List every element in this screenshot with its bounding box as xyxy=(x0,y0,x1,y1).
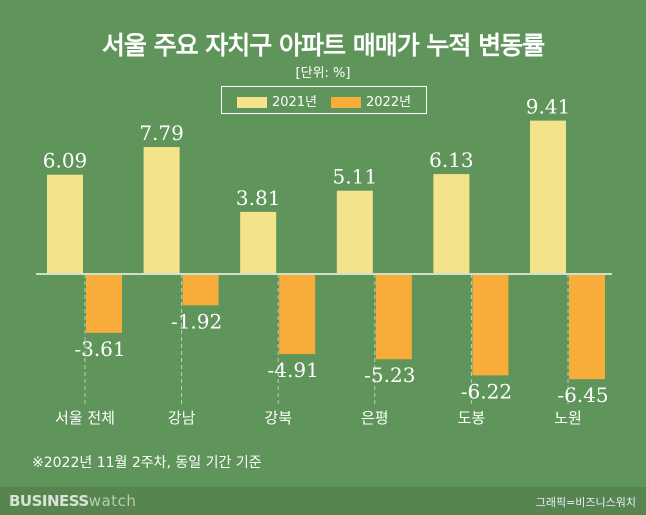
legend-swatch xyxy=(236,96,267,108)
data-label-2021: 9.41 xyxy=(526,95,571,119)
footnote: ※2022년 11월 2주차, 동일 기간 기준 xyxy=(32,455,262,471)
category-label: 강북 xyxy=(264,409,292,427)
legend-swatch xyxy=(331,96,361,108)
unit-label: [단위: %] xyxy=(295,66,351,81)
category-label: 서울 전체 xyxy=(55,409,115,427)
bar-2021 xyxy=(433,174,470,274)
chart-title: 서울 주요 자치구 아파트 매매가 누적 변동률 xyxy=(101,31,545,60)
category-label: 강남 xyxy=(168,409,196,427)
data-label-2021: 5.11 xyxy=(333,165,378,189)
bar-2021 xyxy=(240,211,277,274)
legend-item-2021: 2021년 xyxy=(236,91,317,110)
bar-2021 xyxy=(336,190,373,274)
data-label-2022: -1.92 xyxy=(171,309,222,333)
bar-2021 xyxy=(47,174,83,274)
category-label: 은평 xyxy=(361,409,389,427)
bar-2021 xyxy=(530,120,566,274)
bar-2022 xyxy=(569,274,605,380)
bar-2022 xyxy=(279,274,316,355)
data-label-2021: 6.09 xyxy=(43,149,88,173)
bar-2022 xyxy=(86,274,122,333)
data-label-2022: -6.45 xyxy=(557,383,608,407)
data-label-2022: -6.22 xyxy=(461,379,512,403)
data-label-2021: 7.79 xyxy=(139,121,184,145)
footer: BUSINESSwatch 그래픽=비즈니스워치 xyxy=(0,487,646,515)
bar-2022 xyxy=(375,274,412,360)
bar-2022 xyxy=(182,274,219,306)
graphic-credit: 그래픽=비즈니스워치 xyxy=(535,496,636,509)
data-label-2021: 6.13 xyxy=(429,148,474,172)
businesswatch-logo: BUSINESSwatch xyxy=(9,492,137,510)
data-label-2021: 3.81 xyxy=(236,186,281,210)
category-label: 도봉 xyxy=(458,409,486,427)
category-label: 노원 xyxy=(554,409,582,427)
legend-item-2022: 2022년 xyxy=(331,91,411,110)
legend: 2021년 2022년 xyxy=(221,86,427,114)
data-label-2022: -4.91 xyxy=(268,358,319,382)
bar-2022 xyxy=(472,274,509,376)
bar-2021 xyxy=(143,147,180,274)
data-label-2022: -3.61 xyxy=(74,337,125,361)
data-label-2022: -5.23 xyxy=(364,363,415,387)
